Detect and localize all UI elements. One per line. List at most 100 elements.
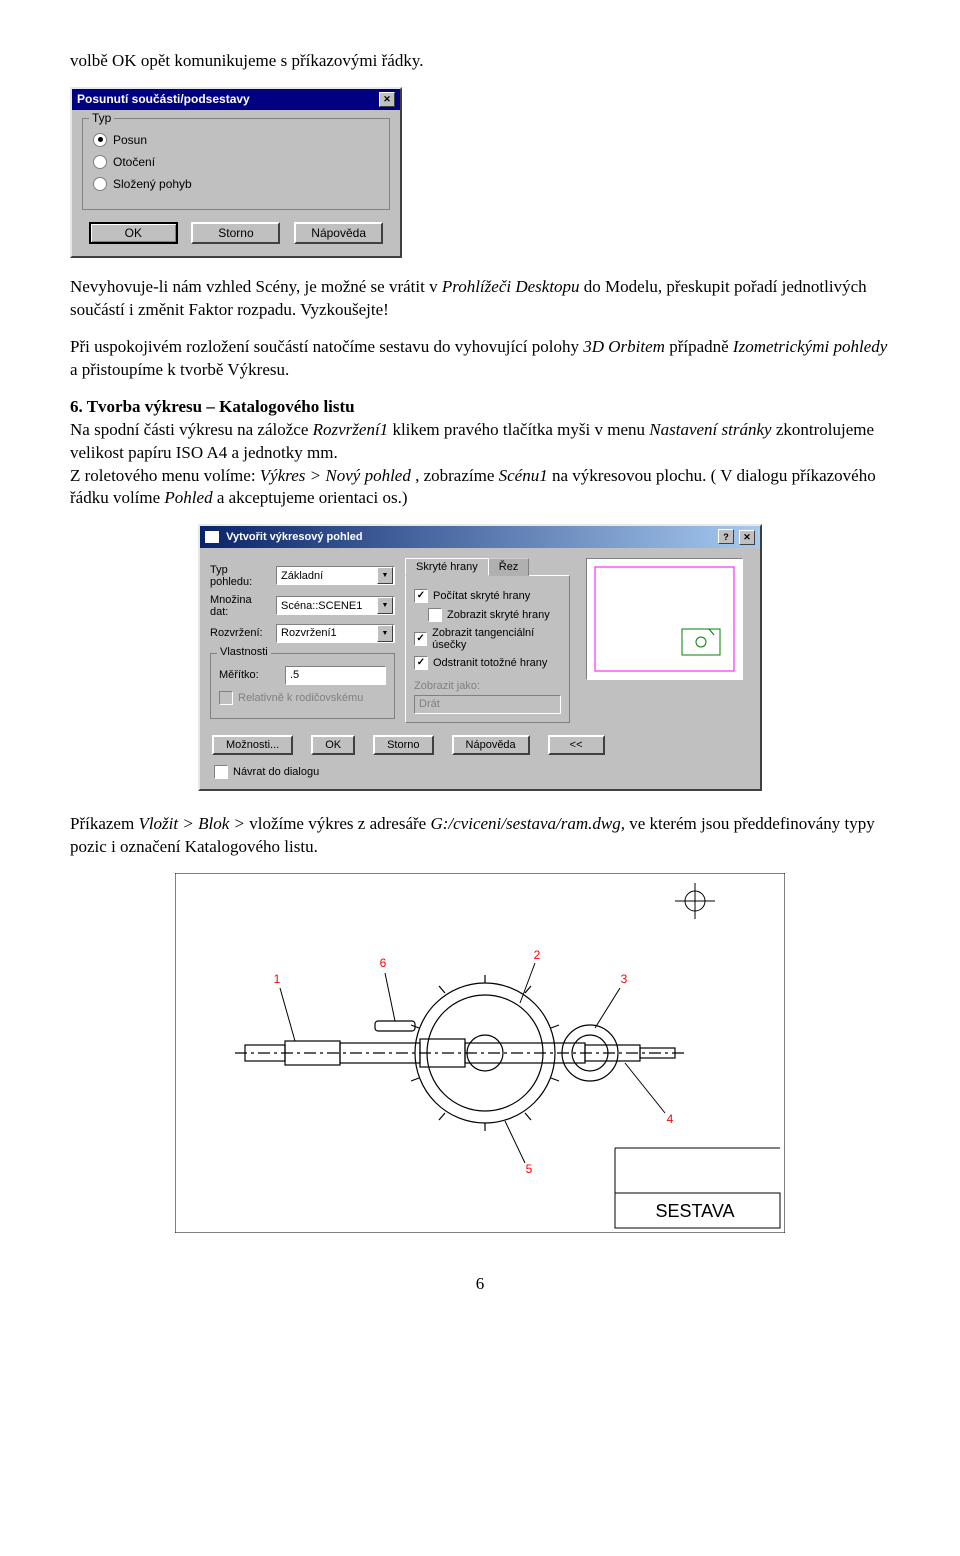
svg-text:5: 5 bbox=[526, 1162, 533, 1176]
text: Z roletového menu volíme: bbox=[70, 466, 260, 485]
checkbox-odstranit[interactable]: ✓ Odstranit totožné hrany bbox=[414, 656, 561, 670]
text: Nevyhovuje-li nám vzhled Scény, je možné… bbox=[70, 277, 442, 296]
radio-label: Posun bbox=[113, 133, 147, 147]
svg-text:3: 3 bbox=[621, 972, 628, 986]
text: Při uspokojivém rozložení součástí natoč… bbox=[70, 337, 583, 356]
napoveda-button[interactable]: Nápověda bbox=[452, 735, 530, 755]
text-italic: Výkres > Nový pohled bbox=[260, 466, 411, 485]
paragraph-1: volbě OK opět komunikujeme s příkazovými… bbox=[70, 50, 890, 73]
radio-otoceni[interactable]: Otočení bbox=[93, 155, 379, 169]
text-italic: Vložit > Blok > bbox=[138, 814, 245, 833]
tab-rez[interactable]: Řez bbox=[488, 558, 530, 576]
group-vlastnosti: Vlastnosti Měřítko: .5 Relativně k rodič… bbox=[210, 653, 395, 719]
checkbox-label: Zobrazit tangenciální úsečky bbox=[432, 627, 561, 651]
radio-slozeny[interactable]: Složený pohyb bbox=[93, 177, 379, 191]
text: případně bbox=[665, 337, 733, 356]
svg-text:6: 6 bbox=[380, 956, 387, 970]
checkbox-relativne: Relativně k rodičovskému bbox=[219, 691, 386, 705]
dropdown-mnozina[interactable]: Scéna::SCENE1 ▼ bbox=[276, 596, 395, 615]
text-italic: G:/cviceni/sestava/ram.dwg, bbox=[430, 814, 625, 833]
checkbox-icon: ✓ bbox=[414, 632, 427, 646]
collapse-button[interactable]: << bbox=[548, 735, 605, 755]
dialog1-titlebar[interactable]: Posunutí součásti/podsestavy ✕ bbox=[72, 89, 400, 110]
radio-icon bbox=[93, 133, 107, 147]
text: a přistoupíme k tvorbě Výkresu. bbox=[70, 360, 289, 379]
dialog-vytvorit-pohled: Vytvořit výkresový pohled ? ✕ Typ pohled… bbox=[198, 524, 762, 791]
input-meritko[interactable]: .5 bbox=[285, 666, 386, 685]
chevron-down-icon: ▼ bbox=[377, 597, 393, 614]
storno-button[interactable]: Storno bbox=[373, 735, 433, 755]
tabset: Skryté hrany Řez bbox=[405, 558, 570, 576]
checkbox-label: Relativně k rodičovskému bbox=[238, 692, 363, 704]
dropdown-value: Rozvržení1 bbox=[281, 627, 337, 639]
dialog-posunuti: Posunutí součásti/podsestavy ✕ Typ Posun… bbox=[70, 87, 402, 258]
close-icon[interactable]: ✕ bbox=[379, 92, 395, 107]
label-zobrazit-jako: Zobrazit jako: bbox=[414, 680, 561, 692]
radio-icon bbox=[93, 155, 107, 169]
text-italic: Rozvržení1 bbox=[313, 420, 389, 439]
label-rozvrzeni: Rozvržení: bbox=[210, 627, 272, 639]
text: Na spodní části výkresu na záložce bbox=[70, 420, 313, 439]
text-italic: Izometrickými pohledy bbox=[733, 337, 887, 356]
svg-text:1: 1 bbox=[274, 972, 281, 986]
dropdown-rozvrzeni[interactable]: Rozvržení1 ▼ bbox=[276, 624, 395, 643]
dropdown-zobrazit: Drát bbox=[414, 695, 561, 714]
ok-button[interactable]: OK bbox=[89, 222, 178, 244]
checkbox-label: Odstranit totožné hrany bbox=[433, 657, 547, 669]
preview-pane bbox=[586, 558, 743, 680]
dropdown-typ[interactable]: Základní ▼ bbox=[276, 566, 395, 585]
checkbox-label: Návrat do dialogu bbox=[233, 766, 319, 778]
text: Příkazem bbox=[70, 814, 138, 833]
dialog1-buttons: OK Storno Nápověda bbox=[72, 218, 400, 256]
radio-icon bbox=[93, 177, 107, 191]
drawing-figure: 1 6 2 3 5 4 SESTAVA bbox=[175, 873, 785, 1238]
svg-text:2: 2 bbox=[534, 948, 541, 962]
page-number: 6 bbox=[70, 1274, 890, 1294]
svg-text:4: 4 bbox=[667, 1112, 674, 1126]
checkbox-icon: ✓ bbox=[414, 656, 428, 670]
checkbox-pocitat[interactable]: ✓ Počítat skryté hrany bbox=[414, 589, 561, 603]
drawing-label: SESTAVA bbox=[655, 1201, 734, 1221]
text: a akceptujeme orientaci os.) bbox=[213, 488, 408, 507]
dialog2-buttons: Možnosti... OK Storno Nápověda << bbox=[200, 727, 760, 763]
dialog2-titlebar[interactable]: Vytvořit výkresový pohled ? ✕ bbox=[200, 526, 760, 548]
paragraph-2: Nevyhovuje-li nám vzhled Scény, je možné… bbox=[70, 276, 890, 322]
storno-button[interactable]: Storno bbox=[191, 222, 280, 244]
text-italic: Nastavení stránky bbox=[649, 420, 771, 439]
text-italic: 3D Orbitem bbox=[583, 337, 665, 356]
tab-skryte-hrany[interactable]: Skryté hrany bbox=[405, 558, 489, 576]
checkbox-tangencialni[interactable]: ✓ Zobrazit tangenciální úsečky bbox=[414, 627, 561, 651]
radio-label: Složený pohyb bbox=[113, 177, 192, 191]
checkbox-navrat[interactable]: Návrat do dialogu bbox=[200, 763, 760, 789]
dropdown-value: Základní bbox=[281, 570, 323, 582]
label-meritko: Měřítko: bbox=[219, 669, 281, 681]
moznosti-button[interactable]: Možnosti... bbox=[212, 735, 293, 755]
napoveda-button[interactable]: Nápověda bbox=[294, 222, 383, 244]
heading-text: 6. Tvorba výkresu – Katalogového listu bbox=[70, 397, 355, 416]
dropdown-value: Scéna::SCENE1 bbox=[281, 600, 362, 612]
text: , zobrazíme bbox=[411, 466, 499, 485]
checkbox-label: Zobrazit skryté hrany bbox=[447, 609, 550, 621]
close-icon[interactable]: ✕ bbox=[739, 530, 755, 545]
checkbox-label: Počítat skryté hrany bbox=[433, 590, 530, 602]
dialog2-title: Vytvořit výkresový pohled bbox=[205, 531, 363, 543]
paragraph-6: Příkazem Vložit > Blok > vložíme výkres … bbox=[70, 813, 890, 859]
radio-posun[interactable]: Posun bbox=[93, 133, 379, 147]
checkbox-icon bbox=[428, 608, 442, 622]
radio-label: Otočení bbox=[113, 155, 155, 169]
group-label: Typ bbox=[89, 111, 114, 125]
label-typ: Typ pohledu: bbox=[210, 564, 272, 588]
titlebar-controls: ? ✕ bbox=[716, 529, 755, 545]
dialog2-title-text: Vytvořit výkresový pohled bbox=[226, 531, 363, 543]
text-italic: Scénu1 bbox=[499, 466, 548, 485]
text: klikem pravého tlačítka myši v menu bbox=[388, 420, 649, 439]
label-mnozina: Množina dat: bbox=[210, 594, 272, 618]
tab-panel: ✓ Počítat skryté hrany Zobrazit skryté h… bbox=[405, 575, 570, 723]
ok-button[interactable]: OK bbox=[311, 735, 355, 755]
paragraph-3: Při uspokojivém rozložení součástí natoč… bbox=[70, 336, 890, 382]
dialog1-title: Posunutí součásti/podsestavy bbox=[77, 92, 250, 106]
help-icon[interactable]: ? bbox=[718, 529, 734, 544]
app-icon bbox=[205, 531, 219, 543]
checkbox-icon bbox=[214, 765, 228, 779]
checkbox-zobrazit-skryte[interactable]: Zobrazit skryté hrany bbox=[428, 608, 561, 622]
